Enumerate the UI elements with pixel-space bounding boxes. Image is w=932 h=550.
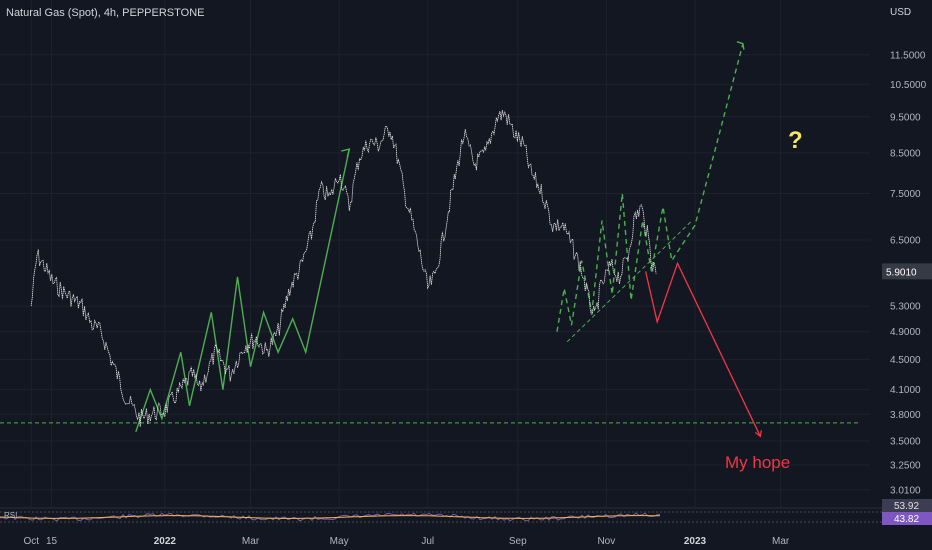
rsi-bg: [0, 508, 882, 526]
rsi-label: RSI: [4, 511, 17, 520]
y-tick-label: 7.5000: [890, 189, 921, 200]
y-tick-label: 3.0100: [890, 485, 921, 496]
x-tick-label: Nov: [597, 536, 615, 547]
x-tick-label: Jul: [421, 536, 434, 547]
y-tick-label: 4.5000: [890, 355, 921, 366]
price-axis[interactable]: 11.5000 10.5000 9.5000 8.5000 7.5000 6.5000 5.…: [882, 50, 932, 496]
y-tick-label: 3.8000: [890, 410, 921, 421]
chart-grid: [0, 0, 870, 525]
bearish-path-drawing: [644, 261, 761, 437]
rsi-ma-badge: [882, 512, 932, 525]
x-tick-label: 15: [46, 536, 58, 547]
rsi-ma-value: 43.82: [894, 514, 919, 525]
y-tick-label: 3.2500: [890, 461, 921, 472]
currency-label: USD: [890, 7, 912, 18]
drawing-layer: [0, 41, 858, 438]
y-tick-label: 8.5000: [890, 148, 921, 159]
bullish-path-drawing: [135, 148, 350, 433]
chart-title: Natural Gas (Spot), 4h, PEPPERSTONE: [6, 7, 205, 19]
x-tick-label: 2023: [684, 536, 707, 547]
arrow-head-icon: [754, 430, 762, 438]
price-line: [30, 110, 657, 427]
y-tick-label: 10.5000: [890, 80, 927, 91]
y-tick-label: 4.9000: [890, 327, 921, 338]
y-tick-label: 4.1000: [890, 385, 921, 396]
rsi-ma-line: [0, 515, 660, 519]
trendline: [566, 220, 693, 343]
rsi-value: 53.92: [894, 501, 919, 512]
arrow-head-icon: [736, 41, 745, 50]
time-axis[interactable]: Oct 15 2022 Mar May Jul Sep Nov 2023 Mar: [23, 536, 789, 547]
chart-labels: My hope?: [725, 127, 803, 472]
arrow-head-icon: [341, 148, 351, 158]
y-tick-label: 11.5000: [890, 50, 926, 61]
question-mark-label: ?: [788, 127, 803, 154]
hope-label: My hope: [725, 453, 790, 472]
y-tick-label: 9.5000: [890, 112, 921, 123]
last-price-badge: [882, 263, 932, 280]
price-series: [30, 110, 657, 427]
x-tick-label: May: [330, 536, 349, 547]
forecast-path-drawing: [556, 43, 744, 332]
rsi-value-badge: [882, 499, 932, 512]
y-tick-label: 5.3000: [890, 302, 921, 313]
last-price-label: 5.9010: [886, 267, 917, 278]
rsi-line: [0, 512, 661, 522]
rsi-pane[interactable]: RSI 53.92 43.82: [0, 499, 932, 526]
x-tick-label: Sep: [509, 536, 527, 547]
x-tick-label: 2022: [154, 536, 177, 547]
x-tick-label: Mar: [242, 536, 260, 547]
x-tick-label: Oct: [23, 536, 39, 547]
y-tick-label: 6.5000: [890, 235, 921, 246]
x-tick-label: Mar: [772, 536, 790, 547]
y-tick-label: 3.5000: [890, 436, 921, 447]
